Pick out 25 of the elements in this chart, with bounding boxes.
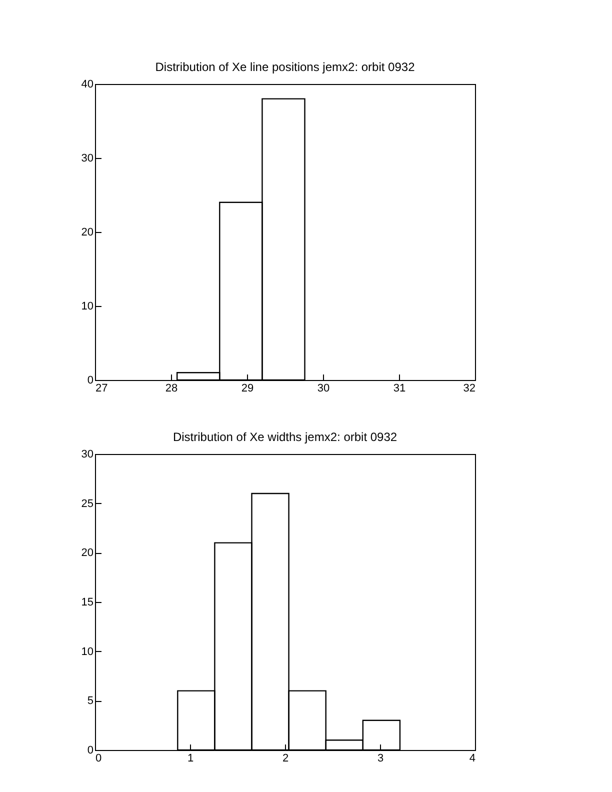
x-tick-label: 32 — [463, 382, 476, 394]
y-tick-label: 15 — [81, 596, 94, 608]
x-tick-label: 1 — [187, 752, 194, 764]
y-tick-label: 20 — [81, 226, 94, 238]
chart-title: Distribution of Xe line positions jemx2: orbit 0932 — [155, 60, 416, 74]
x-tick-label: 31 — [393, 382, 406, 394]
y-tick-label: 25 — [81, 498, 94, 510]
y-tick-label: 40 — [81, 78, 94, 90]
chart-title: Distribution of Xe widths jemx2: orbit 0932 — [172, 430, 398, 444]
x-tick-label: 4 — [469, 752, 476, 764]
y-tick-label: 30 — [81, 152, 94, 164]
x-tick-label: 2 — [282, 752, 289, 764]
x-tick-label: 3 — [377, 752, 384, 764]
y-tick-label: 30 — [81, 448, 94, 460]
x-tick-label: 0 — [96, 752, 102, 764]
x-tick-label: 27 — [96, 382, 108, 394]
y-tick-label: 0 — [87, 374, 94, 386]
y-tick-label: 20 — [81, 547, 94, 560]
x-tick-label: 28 — [165, 382, 178, 394]
y-tick-label: 0 — [87, 744, 94, 756]
y-tick-label: 10 — [81, 300, 94, 312]
y-tick-label: 10 — [81, 646, 94, 658]
x-tick-label: 29 — [241, 382, 254, 394]
y-tick-label: 5 — [87, 695, 94, 708]
x-tick-label: 30 — [317, 382, 330, 394]
